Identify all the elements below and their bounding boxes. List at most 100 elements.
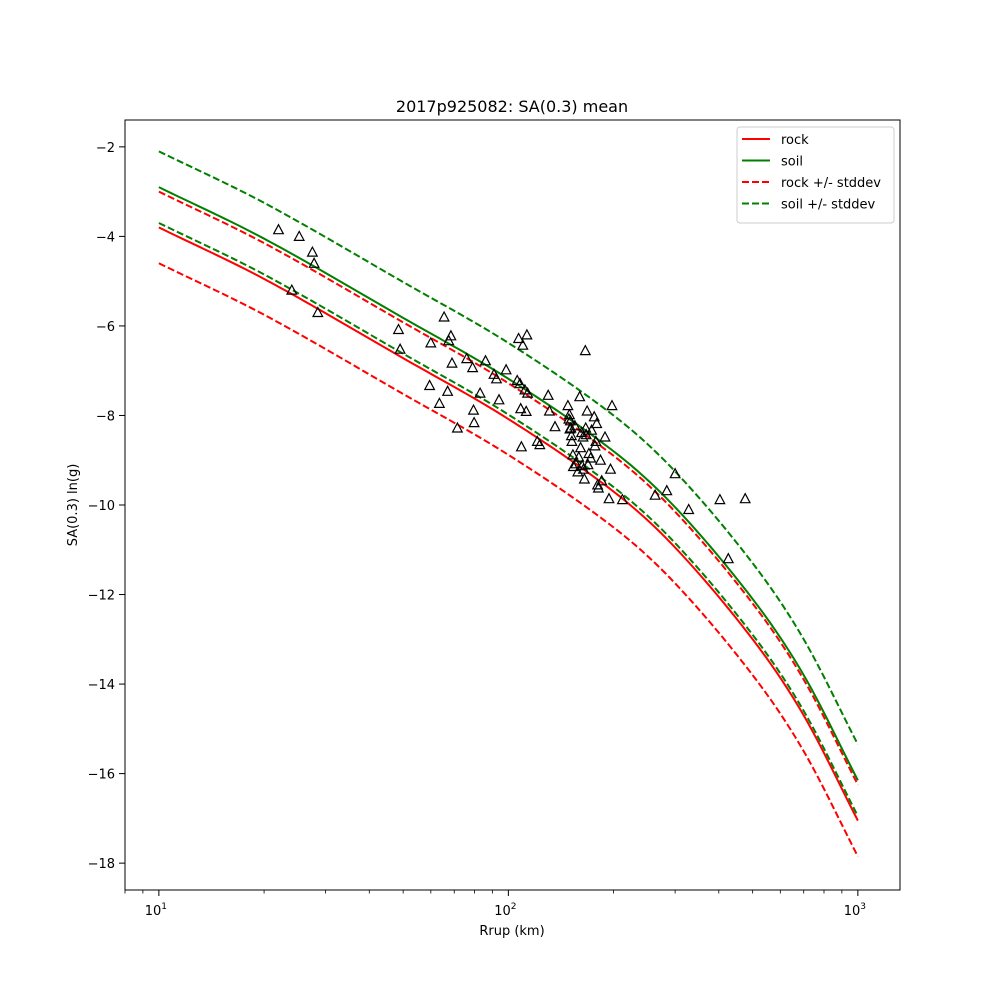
observation-point: [512, 332, 525, 344]
observation-point: [566, 435, 578, 446]
observation-point: [714, 493, 726, 505]
observation-point: [578, 472, 591, 484]
observation-point: [446, 356, 458, 368]
observation-point: [474, 386, 486, 398]
observation-point: [585, 423, 598, 435]
observation-point: [479, 354, 492, 366]
observation-point: [441, 385, 454, 396]
series-line-1: [158, 186, 859, 781]
observation-point: [590, 417, 603, 429]
observation-point: [722, 552, 735, 564]
observation-point: [514, 377, 526, 389]
observation-point: [468, 416, 480, 428]
observation-point: [534, 438, 546, 450]
y-tick-label: −10: [88, 499, 115, 514]
observation-point: [570, 457, 582, 469]
observation-point: [594, 453, 607, 465]
legend-label: soil: [781, 155, 803, 170]
observation-point: [573, 390, 586, 402]
observation-point: [739, 492, 751, 504]
observation-point: [562, 399, 574, 411]
y-axis-ticks: −2 −4 −6 −8 −10 −12 −14 −16 −18: [88, 141, 125, 872]
observation-point: [451, 421, 464, 433]
observation-point: [306, 245, 319, 257]
y-tick-label: −14: [88, 678, 115, 693]
observation-point: [517, 338, 529, 350]
observation-point: [308, 257, 320, 268]
observation-point: [669, 467, 681, 479]
observation-point: [682, 503, 695, 515]
chart-title: 2017p925082: SA(0.3) mean: [396, 97, 628, 116]
legend-label: rock +/- stddev: [781, 176, 881, 191]
observation-point: [567, 460, 580, 472]
observation-point: [577, 430, 589, 442]
observation-point: [286, 283, 298, 295]
observation-point: [573, 450, 585, 462]
observation-point: [604, 462, 617, 474]
observation-point: [649, 488, 661, 500]
observation-point: [582, 458, 594, 470]
observation-point: [272, 223, 285, 235]
legend: rock soil rock +/- stddev soil +/- stddev: [736, 126, 895, 224]
observation-point: [595, 474, 608, 486]
observation-point: [565, 429, 578, 441]
y-axis-label: SA(0.3) ln(g): [66, 464, 81, 547]
legend-label: rock: [781, 133, 809, 148]
observation-point: [616, 493, 629, 505]
observation-point: [521, 328, 533, 340]
observation-point: [312, 306, 324, 318]
series-line-5: [158, 222, 859, 817]
observation-point: [599, 430, 611, 442]
y-tick-label: −18: [88, 857, 115, 872]
observation-point: [500, 363, 512, 375]
legend-frame: [736, 126, 895, 224]
observation-point: [543, 404, 556, 416]
observation-point: [438, 310, 450, 322]
observation-point: [574, 441, 587, 453]
observation-point: [542, 389, 554, 400]
observation-point: [584, 451, 597, 463]
observation-point: [433, 397, 446, 408]
observation-point: [293, 230, 305, 241]
legend-label: soil +/- stddev: [781, 198, 876, 213]
observation-point: [490, 372, 503, 384]
observation-point: [581, 404, 593, 416]
y-tick-label: −12: [88, 589, 115, 604]
observation-point: [425, 336, 437, 348]
series-line-4: [158, 150, 859, 745]
observation-point: [579, 344, 592, 356]
observation-point: [603, 492, 615, 504]
observation-point: [588, 410, 600, 422]
series-layer: [158, 150, 859, 857]
series-line-2: [158, 190, 859, 786]
observation-point: [549, 420, 561, 432]
y-tick-label: −8: [96, 409, 115, 424]
observation-point: [394, 342, 406, 354]
observation-point: [460, 352, 473, 364]
observation-point: [467, 403, 480, 415]
y-tick-label: −6: [96, 320, 115, 335]
observation-point: [515, 440, 528, 452]
series-line-0: [158, 226, 859, 822]
observation-point: [445, 329, 457, 341]
observation-point: [520, 405, 532, 416]
observation-point: [392, 323, 405, 335]
observation-point: [514, 402, 527, 414]
x-axis-label: Rrup (km): [479, 924, 544, 939]
observation-point: [423, 379, 436, 391]
series-line-3: [158, 262, 859, 857]
observation-point: [579, 421, 592, 433]
y-tick-label: −16: [88, 768, 115, 783]
observation-point: [592, 481, 605, 493]
observation-point: [521, 386, 534, 398]
observation-point: [661, 484, 673, 496]
observation-point: [567, 448, 579, 460]
observation-point: [590, 435, 602, 446]
y-tick-label: −4: [96, 230, 115, 245]
observation-point: [606, 399, 618, 411]
observation-point: [569, 419, 581, 431]
observation-points: [272, 223, 751, 564]
observation-point: [493, 393, 505, 405]
